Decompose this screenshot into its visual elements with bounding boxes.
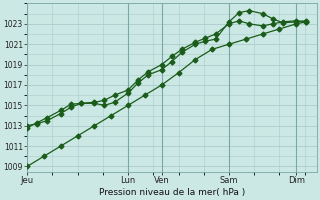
X-axis label: Pression niveau de la mer( hPa ): Pression niveau de la mer( hPa ) — [99, 188, 245, 197]
